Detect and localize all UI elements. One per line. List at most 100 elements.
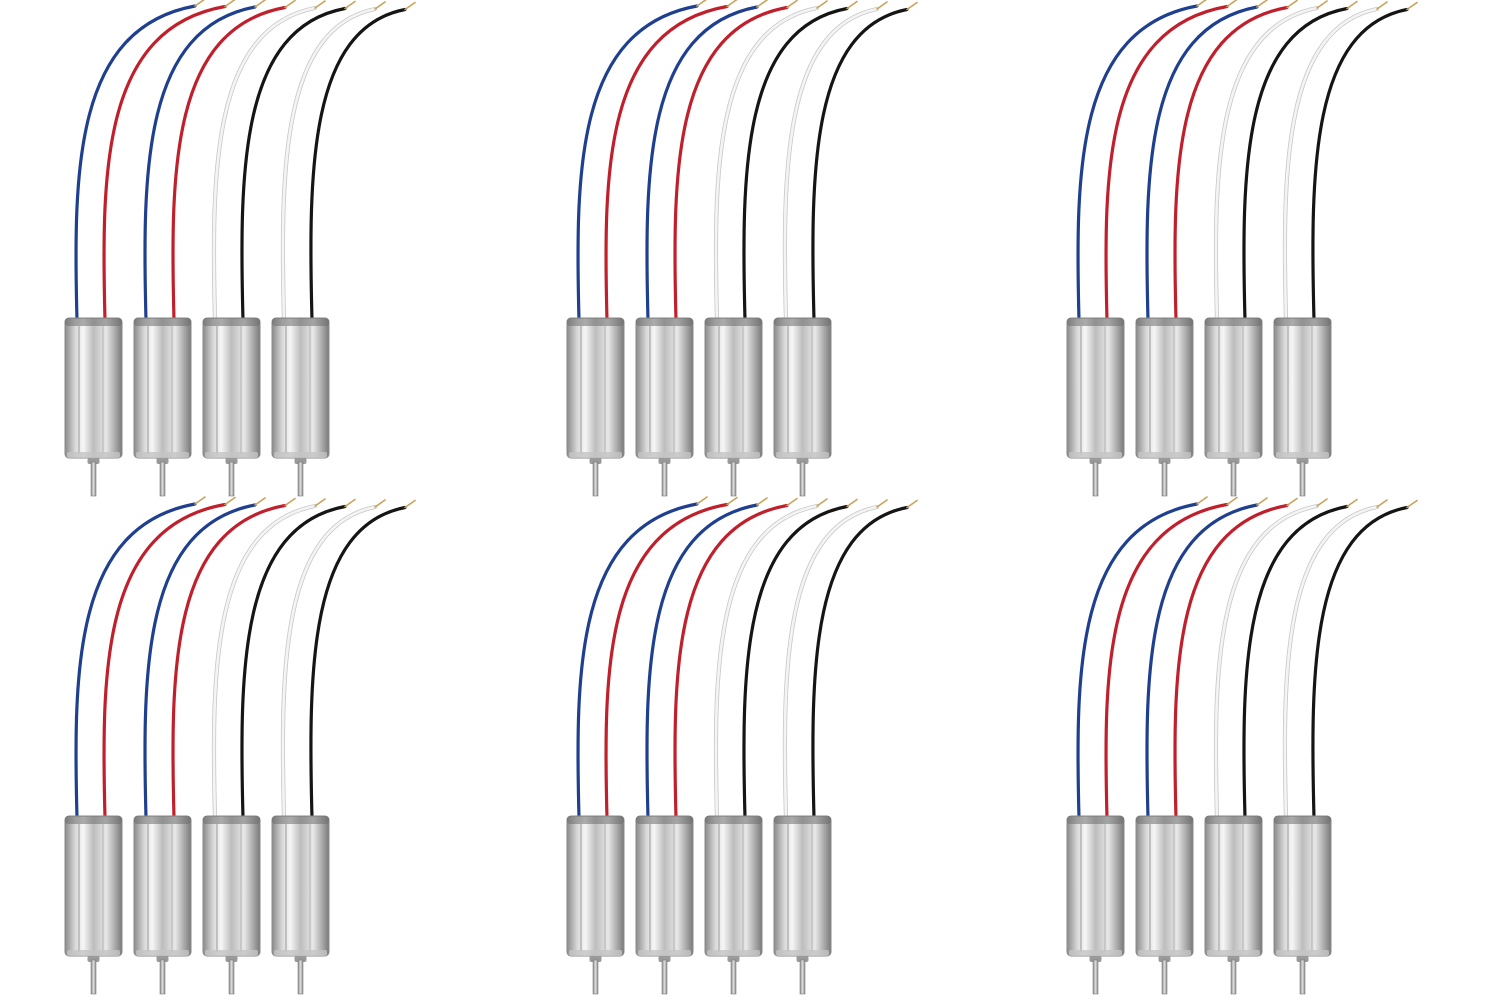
lead-wire-black [811, 499, 918, 820]
wire-tip [224, 0, 236, 8]
wire-tip [876, 1, 888, 10]
motor-shaft [1092, 959, 1099, 995]
lead-wire-black [1311, 1, 1418, 322]
wire-tip [194, 0, 205, 7]
motor-shaft [1161, 461, 1168, 497]
motor-group-r1-c2 [566, 0, 918, 497]
wire-tip [254, 0, 266, 8]
motor-group-r1-c1 [64, 0, 416, 497]
motor-shaft [1161, 959, 1168, 995]
wire-tip [1406, 1, 1418, 11]
wire-tip [846, 0, 858, 10]
motor-shaft [1092, 461, 1099, 497]
lead-wire-black [309, 1, 416, 322]
motor-shaft [730, 959, 737, 995]
motor-group-r2-c3 [1066, 496, 1418, 995]
lead-wire-red [673, 497, 798, 820]
coreless-motor-icon [704, 815, 763, 995]
wire-tip [1286, 497, 1298, 507]
wire-tip [374, 499, 386, 508]
motor-shaft [228, 959, 235, 995]
wire-tip [344, 0, 356, 10]
wire-tip [254, 497, 266, 506]
wire-tip [284, 497, 296, 507]
wire-tip [1376, 499, 1388, 508]
motor-shaft [159, 959, 166, 995]
lead-wire-red [102, 0, 236, 322]
motor-group-r2-c2 [566, 496, 918, 995]
coreless-motor-icon [1204, 317, 1263, 497]
coreless-motor-icon [1135, 815, 1194, 995]
lead-wire-red [673, 0, 798, 322]
coreless-motor-icon [271, 815, 330, 995]
coreless-motor-icon [64, 815, 123, 995]
lead-wire-blue [1076, 0, 1207, 322]
lead-wire-blue [576, 496, 708, 820]
lead-wire-red [171, 0, 296, 322]
lead-wire-black [309, 499, 416, 820]
coreless-motor-icon [1135, 317, 1194, 497]
motor-shaft [1299, 959, 1306, 995]
wire-tip [1406, 499, 1418, 509]
wire-tip [726, 496, 738, 506]
wire-tip [314, 0, 326, 9]
lead-wire-black [742, 0, 858, 322]
motor-shaft [592, 959, 599, 995]
motor-shaft [159, 461, 166, 497]
wire-tip [1316, 0, 1328, 9]
lead-wire-white [211, 0, 326, 323]
wire-tip [1196, 0, 1207, 7]
lead-wire-white [713, 498, 828, 821]
motor-shaft [1299, 461, 1306, 497]
motor-shaft [661, 959, 668, 995]
wire-tip [846, 498, 858, 508]
motor-shaft [730, 461, 737, 497]
lead-wire-black [240, 498, 356, 820]
motor-shaft [1230, 959, 1237, 995]
lead-wire-white [1282, 499, 1388, 821]
lead-wire-red [102, 496, 236, 820]
wire-tip [696, 0, 707, 7]
lead-wire-white [1213, 0, 1328, 323]
wire-tip [344, 498, 356, 508]
wire-tip [404, 499, 416, 509]
lead-wire-red [1104, 496, 1238, 820]
wire-tip [1226, 0, 1238, 8]
lead-wire-blue [74, 0, 205, 322]
coreless-motor-icon [1066, 317, 1125, 497]
wire-tip [1256, 0, 1268, 8]
lead-wire-white [1282, 1, 1388, 323]
lead-wire-black [1242, 498, 1358, 820]
coreless-motor-icon [202, 815, 261, 995]
lead-wire-white [280, 1, 386, 323]
wire-tip [314, 498, 326, 507]
wire-tip [404, 1, 416, 11]
wire-tip [1226, 496, 1238, 506]
coreless-motor-icon [635, 815, 694, 995]
coreless-motor-icon [271, 317, 330, 497]
motor-shaft [1230, 461, 1237, 497]
wire-tip [816, 498, 828, 507]
lead-wire-blue [1145, 497, 1268, 820]
wire-tip [374, 1, 386, 10]
coreless-motor-icon [133, 317, 192, 497]
motor-shaft [297, 461, 304, 497]
coreless-motor-icon [1273, 317, 1332, 497]
lead-wire-black [811, 1, 918, 322]
coreless-motor-icon [566, 317, 625, 497]
wire-tip [906, 1, 918, 11]
lead-wire-white [782, 1, 888, 323]
lead-wire-black [240, 0, 356, 322]
lead-wire-white [280, 499, 386, 821]
coreless-motor-icon [202, 317, 261, 497]
lead-wire-black [1311, 499, 1418, 820]
wire-tip [284, 0, 296, 9]
lead-wire-red [604, 496, 738, 820]
lead-wire-blue [1076, 496, 1208, 820]
motor-shaft [661, 461, 668, 497]
lead-wire-white [211, 498, 326, 821]
lead-wire-blue [143, 497, 266, 820]
coreless-motor-icon [566, 815, 625, 995]
motor-shaft [297, 959, 304, 995]
